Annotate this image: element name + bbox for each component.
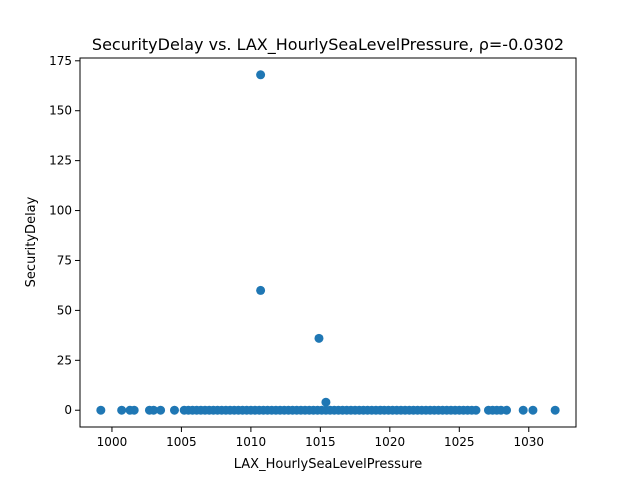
data-point: [117, 405, 127, 415]
y-tick-label: 25: [57, 353, 72, 367]
x-tick-label: 1005: [166, 435, 197, 449]
y-tick-label: 175: [49, 54, 72, 68]
chart-title: SecurityDelay vs. LAX_HourlySeaLevelPres…: [92, 35, 564, 55]
y-axis: 0 25 50 75 100 125 150 175: [49, 54, 80, 417]
x-axis-label: LAX_HourlySeaLevelPressure: [234, 457, 423, 472]
y-tick-label: 100: [49, 204, 72, 218]
data-point: [528, 405, 538, 415]
x-tick-label: 1030: [513, 435, 544, 449]
x-tick-label: 1015: [305, 435, 336, 449]
x-tick-label: 1000: [97, 435, 128, 449]
x-axis: 1000 1005 1010 1015 1020 1025 1030: [97, 427, 544, 449]
y-axis-label: SecurityDelay: [24, 196, 39, 287]
data-point: [149, 405, 159, 415]
y-tick-label: 125: [49, 154, 72, 168]
scatter-points: [96, 70, 560, 415]
data-point: [256, 285, 266, 295]
y-tick-label: 50: [57, 303, 72, 317]
data-point: [321, 397, 331, 407]
y-tick-label: 75: [57, 253, 72, 267]
plot-frame: [79, 57, 577, 428]
y-tick-label: 0: [64, 403, 72, 417]
data-point: [129, 405, 139, 415]
data-point: [471, 405, 481, 415]
data-point: [518, 405, 528, 415]
data-point: [169, 405, 179, 415]
data-point: [502, 405, 512, 415]
data-point: [314, 333, 324, 343]
x-tick-label: 1020: [375, 435, 406, 449]
data-point: [256, 70, 266, 80]
data-point: [550, 405, 560, 415]
data-point: [96, 405, 106, 415]
data-point: [156, 405, 166, 415]
x-tick-label: 1025: [444, 435, 475, 449]
y-tick-label: 150: [49, 104, 72, 118]
x-tick-label: 1010: [236, 435, 267, 449]
